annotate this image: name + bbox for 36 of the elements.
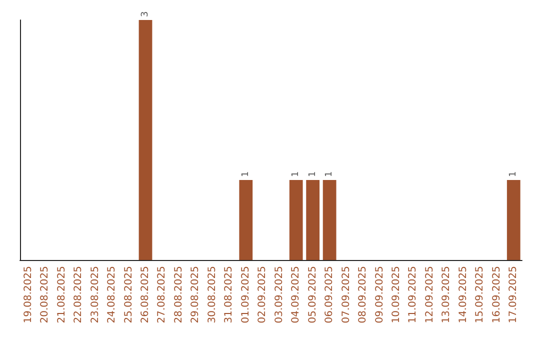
x-tick-label: 27.08.2025 bbox=[156, 266, 168, 324]
x-tick-label: 09.09.2025 bbox=[374, 266, 386, 324]
x-tick-label: 11.09.2025 bbox=[408, 266, 419, 324]
x-tick-label: 29.08.2025 bbox=[190, 266, 202, 324]
x-tick-label: 02.09.2025 bbox=[257, 266, 268, 324]
x-tick-label: 26.08.2025 bbox=[140, 266, 151, 324]
x-tick-label: 04.09.2025 bbox=[290, 266, 302, 324]
x-tick-label: 12.09.2025 bbox=[424, 266, 436, 324]
x-tick-label: 25.08.2025 bbox=[123, 266, 134, 324]
x-tick-label: 22.08.2025 bbox=[73, 266, 84, 324]
x-tick-label: 03.09.2025 bbox=[274, 266, 285, 324]
data-label: 1 bbox=[240, 171, 251, 177]
data-label: 1 bbox=[508, 171, 519, 177]
x-tick-label: 14.09.2025 bbox=[458, 266, 469, 324]
data-label: 1 bbox=[324, 171, 335, 177]
x-tick-label: 16.09.2025 bbox=[491, 266, 502, 324]
x-tick-label: 10.09.2025 bbox=[391, 266, 402, 324]
x-tick-label: 06.09.2025 bbox=[324, 266, 336, 324]
x-tick-label: 17.09.2025 bbox=[508, 266, 520, 324]
x-tick-label: 28.08.2025 bbox=[173, 266, 184, 324]
x-tick-label: 08.09.2025 bbox=[358, 266, 369, 324]
x-tick-label: 05.09.2025 bbox=[307, 266, 318, 324]
x-tick-label: 30.08.2025 bbox=[206, 266, 218, 324]
data-label: 3 bbox=[140, 11, 150, 17]
data-label: 1 bbox=[308, 171, 318, 177]
x-tick-label: 31.08.2025 bbox=[224, 266, 235, 324]
x-tick-label: 23.08.2025 bbox=[90, 266, 101, 324]
data-label: 1 bbox=[291, 171, 302, 177]
x-tick-label: 19.08.2025 bbox=[22, 266, 34, 324]
x-tick-label: 21.08.2025 bbox=[56, 266, 68, 324]
x-tick-label: 07.09.2025 bbox=[340, 266, 352, 324]
x-tick-label: 24.08.2025 bbox=[106, 266, 118, 324]
x-tick-label: 20.08.2025 bbox=[40, 266, 51, 324]
x-tick-label: 15.09.2025 bbox=[474, 266, 486, 324]
x-tick-label: 13.09.2025 bbox=[441, 266, 452, 324]
x-tick-label: 01.09.2025 bbox=[240, 266, 252, 324]
